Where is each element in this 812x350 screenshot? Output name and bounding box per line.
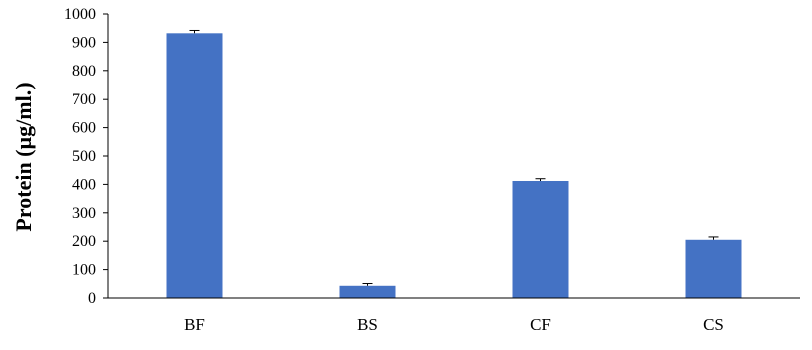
bar-cs (685, 239, 742, 298)
y-tick-label: 700 (72, 91, 96, 108)
y-tick-label: 100 (72, 262, 96, 279)
bar-bf (166, 33, 223, 298)
x-tick-label: CS (703, 315, 724, 334)
x-axis-labels: BF BS CF CS (184, 315, 724, 334)
y-axis-ticks: 0 100 200 300 400 500 600 700 800 900 1000 (64, 6, 108, 307)
y-axis-title: Protein (µg/ml.) (11, 82, 36, 231)
bar-cf (512, 180, 569, 298)
y-tick-label: 200 (72, 233, 96, 250)
bars (166, 33, 742, 298)
x-tick-label: CF (530, 315, 551, 334)
x-tick-label: BF (184, 315, 205, 334)
y-tick-label: 1000 (64, 6, 96, 23)
y-tick-label: 500 (72, 148, 96, 165)
x-tick-label: BS (357, 315, 378, 334)
y-tick-label: 600 (72, 120, 96, 137)
error-bars (189, 29, 719, 286)
bar-bs (339, 285, 396, 298)
y-tick-label: 900 (72, 34, 96, 51)
y-tick-label: 800 (72, 63, 96, 80)
y-tick-label: 300 (72, 205, 96, 222)
y-tick-label: 0 (88, 290, 96, 307)
y-tick-label: 400 (72, 176, 96, 193)
